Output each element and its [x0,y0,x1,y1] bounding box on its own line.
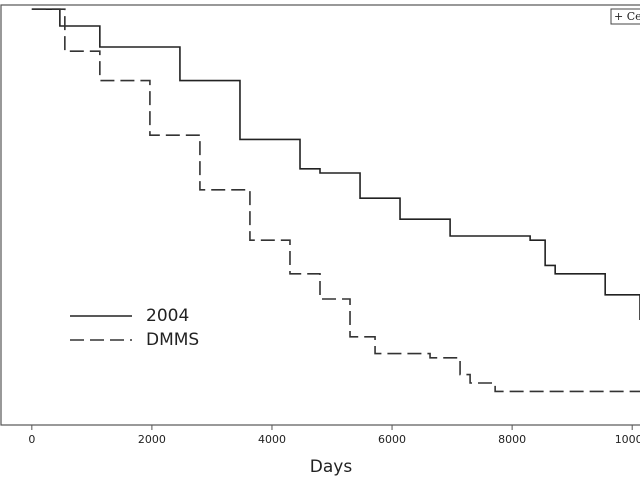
x-tick-label: 10000 [615,433,640,446]
x-tick-label: 0 [28,433,35,446]
legend-label: DMMS [146,330,199,350]
x-tick-label: 2000 [138,433,166,446]
survival-curve [31,8,640,320]
x-axis-label: Days [310,457,353,477]
legend-label: 2004 [146,306,189,326]
x-tick-label: 4000 [258,433,286,446]
survival-curve [31,8,640,393]
x-tick-label: 8000 [498,433,526,446]
censor-legend-box [610,8,640,25]
x-tick-label: 6000 [378,433,406,446]
censor-legend: + Ce [614,10,640,23]
plot-frame [0,4,640,426]
